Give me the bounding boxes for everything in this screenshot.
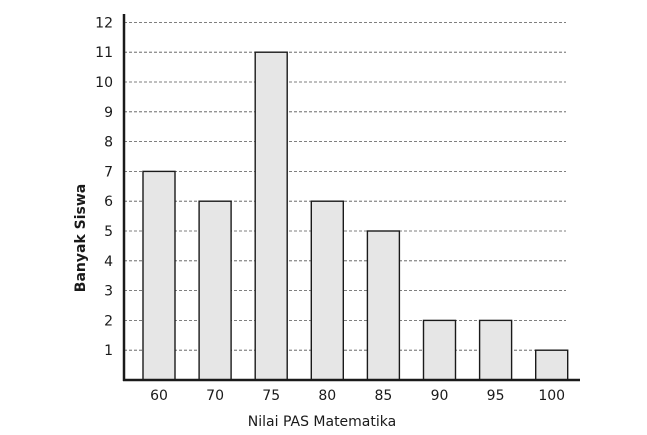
bars (142, 51, 569, 381)
x-tick-label: 75 (262, 388, 280, 404)
x-tick-label: 85 (374, 388, 392, 404)
y-tick-label: 1 (104, 343, 113, 359)
y-tick-label: 3 (104, 284, 113, 300)
y-tick-label: 6 (104, 194, 113, 210)
y-tick-label: 4 (104, 254, 113, 270)
y-tick-label: 10 (95, 75, 113, 91)
y-tick-label: 7 (104, 164, 113, 180)
x-tick-label: 60 (150, 388, 168, 404)
y-axis-title: Banyak Siswa (73, 184, 89, 292)
axes (122, 14, 580, 382)
y-tick-label: 2 (104, 313, 113, 329)
bar (535, 349, 569, 381)
x-tick-label: 95 (487, 388, 505, 404)
x-tick-label: 80 (318, 388, 336, 404)
y-tick-label: 5 (104, 224, 113, 240)
bar (142, 170, 176, 381)
bar (366, 230, 401, 381)
y-tick-label: 8 (104, 135, 113, 151)
y-tick-label: 12 (95, 15, 113, 31)
y-tick-label: 11 (95, 45, 113, 61)
bar (254, 51, 288, 381)
x-axis-title: Nilai PAS Matematika (248, 414, 396, 430)
bar (422, 319, 457, 381)
gridlines (124, 21, 566, 351)
x-tick-label: 70 (206, 388, 224, 404)
x-tick-labels: 60 70 75 80 85 90 95 100 (150, 388, 565, 404)
x-tick-label: 100 (538, 388, 565, 404)
bar (198, 200, 232, 381)
y-tick-label: 9 (104, 105, 113, 121)
bar (310, 200, 344, 381)
bar (478, 319, 513, 381)
x-tick-label: 90 (431, 388, 449, 404)
